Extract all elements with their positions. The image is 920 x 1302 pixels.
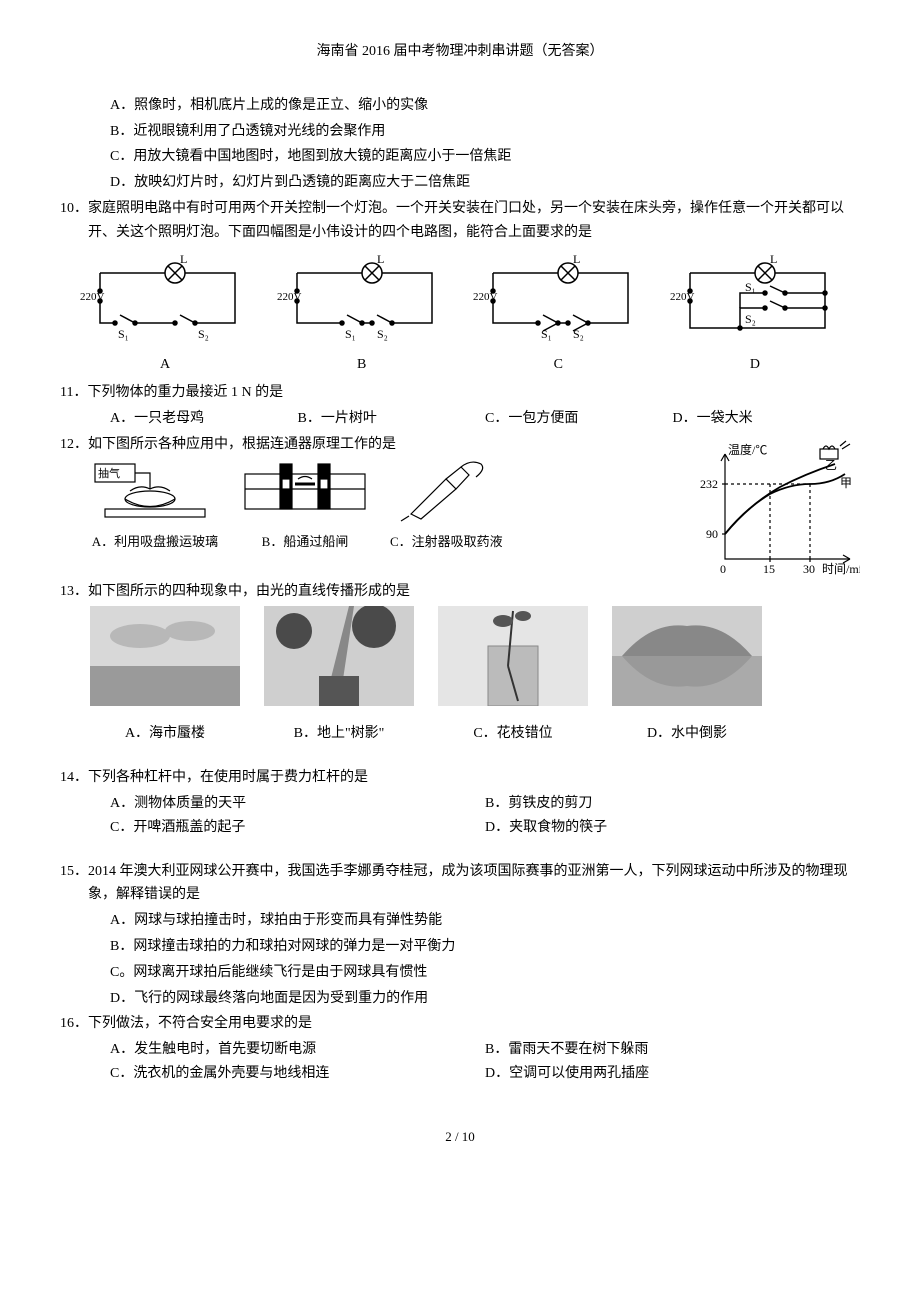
q9-opt-d: D．放映幻灯片时，幻灯片到凸透镜的距离应大于二倍焦距 <box>60 171 860 195</box>
q12-fig-c: C．注射器吸取药液 <box>390 459 503 553</box>
q16-opts: A．发生触电时，首先要切断电源 B．雷雨天不要在树下躲雨 C．洗衣机的金属外壳要… <box>60 1038 860 1086</box>
q16-opt-d: D．空调可以使用两孔插座 <box>485 1062 860 1086</box>
q14-opt-a: A．测物体质量的天平 <box>110 792 485 816</box>
q11-stem: 11．下列物体的重力最接近 1 N 的是 <box>60 381 860 405</box>
chart-xlabel: 时间/min <box>822 562 860 576</box>
q12-fig-a: 抽气 A．利用吸盘搬运玻璃 <box>90 459 220 553</box>
circuit-s1-label: S₁ <box>118 327 129 341</box>
q13-opt-d: D．水中倒影 <box>612 722 762 746</box>
circuit-l-label: L <box>770 253 777 266</box>
q12-opt-c: C．注射器吸取药液 <box>390 531 503 553</box>
page-title: 海南省 2016 届中考物理冲刺串讲题（无答案） <box>60 40 860 64</box>
q10-stem: 10．家庭照明电路中有时可用两个开关控制一个灯泡。一个开关安装在门口处，另一个安… <box>60 197 860 245</box>
q16-opt-a: A．发生触电时，首先要切断电源 <box>110 1038 485 1062</box>
chart-x2: 30 <box>803 562 815 576</box>
circuit-d: L 220V S₁ S₂ D <box>670 253 840 378</box>
q14-stem: 14．下列各种杠杆中，在使用时属于费力杠杆的是 <box>60 766 860 790</box>
circuit-l-label: L <box>573 253 580 266</box>
circuit-v-label: 220V <box>473 291 498 303</box>
circuit-s1-label: S₁ <box>345 327 356 341</box>
q11-opt-d: D．一袋大米 <box>673 407 861 431</box>
chart-x1: 15 <box>763 562 775 576</box>
pump-label: 抽气 <box>98 466 120 480</box>
q13-photo-d: D．水中倒影 <box>612 606 762 747</box>
chart-y1: 232 <box>700 477 718 491</box>
circuit-a: L 220V S₁ S₂ A <box>80 253 250 378</box>
circuit-s1-label: S₁ <box>541 327 552 341</box>
temperature-chart: 温度/℃ 232 90 0 15 30 时间/min 甲 乙 <box>690 439 860 598</box>
q11-opt-a: A．一只老母鸡 <box>110 407 298 431</box>
circuit-a-label: A <box>80 353 250 377</box>
q12-fig-b: B．船通过船闸 <box>240 459 370 553</box>
q12-opt-b: B．船通过船闸 <box>240 531 370 553</box>
q14-opts: A．测物体质量的天平 B．剪铁皮的剪刀 C．开啤酒瓶盖的起子 D．夹取食物的筷子 <box>60 792 860 840</box>
q15-stem: 15．2014 年澳大利亚网球公开赛中，我国选手李娜勇夺桂冠，成为该项国际赛事的… <box>60 860 860 908</box>
circuit-s2-label: S₂ <box>745 312 756 326</box>
q13-photo-a: A．海市蜃楼 <box>90 606 240 747</box>
chart-line1: 甲 <box>840 476 852 490</box>
q12-opt-a: A．利用吸盘搬运玻璃 <box>90 531 220 553</box>
circuit-b-label: B <box>277 353 447 377</box>
q9-opt-c: C．用放大镜看中国地图时，地图到放大镜的距离应小于一倍焦距 <box>60 145 860 169</box>
circuit-l-label: L <box>377 253 384 266</box>
q11-opts: A．一只老母鸡 B．一片树叶 C．一包方便面 D．一袋大米 <box>60 407 860 431</box>
chart-ylabel: 温度/℃ <box>728 442 767 457</box>
circuit-s2-label: S₂ <box>198 327 209 341</box>
q15-opt-d: D．飞行的网球最终落向地面是因为受到重力的作用 <box>60 987 860 1011</box>
q15-opt-b: B．网球撞击球拍的力和球拍对网球的弹力是一对平衡力 <box>60 935 860 959</box>
circuit-v-label: 220V <box>277 291 302 303</box>
q13-photo-c: C．花枝错位 <box>438 606 588 747</box>
q16-opt-b: B．雷雨天不要在树下躲雨 <box>485 1038 860 1062</box>
q11-opt-c: C．一包方便面 <box>485 407 673 431</box>
q13-opt-b: B．地上"树影" <box>264 722 414 746</box>
circuit-l-label: L <box>180 253 187 266</box>
q13-opt-a: A．海市蜃楼 <box>90 722 240 746</box>
chart-line2: 乙 <box>825 458 837 472</box>
chart-y2: 90 <box>706 527 718 541</box>
circuit-c-label: C <box>473 353 643 377</box>
circuit-d-label: D <box>670 353 840 377</box>
q12-figures: 抽气 A．利用吸盘搬运玻璃 B．船通过船闸 <box>60 459 860 553</box>
circuit-v-label: 220V <box>80 291 105 303</box>
circuit-s1-label: S₁ <box>745 280 756 294</box>
q15-opt-c: C。网球离开球拍后能继续飞行是由于网球具有惯性 <box>60 961 860 985</box>
q10-circuits: L 220V S₁ S₂ A L 220V S₁ S₂ B <box>60 247 860 380</box>
q16-opt-c: C．洗衣机的金属外壳要与地线相连 <box>110 1062 485 1086</box>
circuit-c: L 220V S₁ S₂ C <box>473 253 643 378</box>
circuit-v-label: 220V <box>670 291 695 303</box>
circuit-s2-label: S₂ <box>573 327 584 341</box>
q14-opt-b: B．剪铁皮的剪刀 <box>485 792 860 816</box>
q9-opt-b: B．近视眼镜利用了凸透镜对光线的会聚作用 <box>60 120 860 144</box>
q16-stem: 16．下列做法，不符合安全用电要求的是 <box>60 1012 860 1036</box>
q15-opt-a: A．网球与球拍撞击时，球拍由于形变而具有弹性势能 <box>60 909 860 933</box>
circuit-s2-label: S₂ <box>377 327 388 341</box>
q14-opt-d: D．夹取食物的筷子 <box>485 816 860 840</box>
q9-opt-a: A．照像时，相机底片上成的像是正立、缩小的实像 <box>60 94 860 118</box>
q11-opt-b: B．一片树叶 <box>298 407 486 431</box>
page-number: 2 / 10 <box>60 1126 860 1148</box>
circuit-b: L 220V S₁ S₂ B <box>277 253 447 378</box>
chart-x0: 0 <box>720 562 726 576</box>
q13-photo-b: B．地上"树影" <box>264 606 414 747</box>
q14-opt-c: C．开啤酒瓶盖的起子 <box>110 816 485 840</box>
q13-opt-c: C．花枝错位 <box>438 722 588 746</box>
q13-photos: A．海市蜃楼 B．地上"树影" C．花枝错位 D．水中倒影 <box>60 606 860 747</box>
